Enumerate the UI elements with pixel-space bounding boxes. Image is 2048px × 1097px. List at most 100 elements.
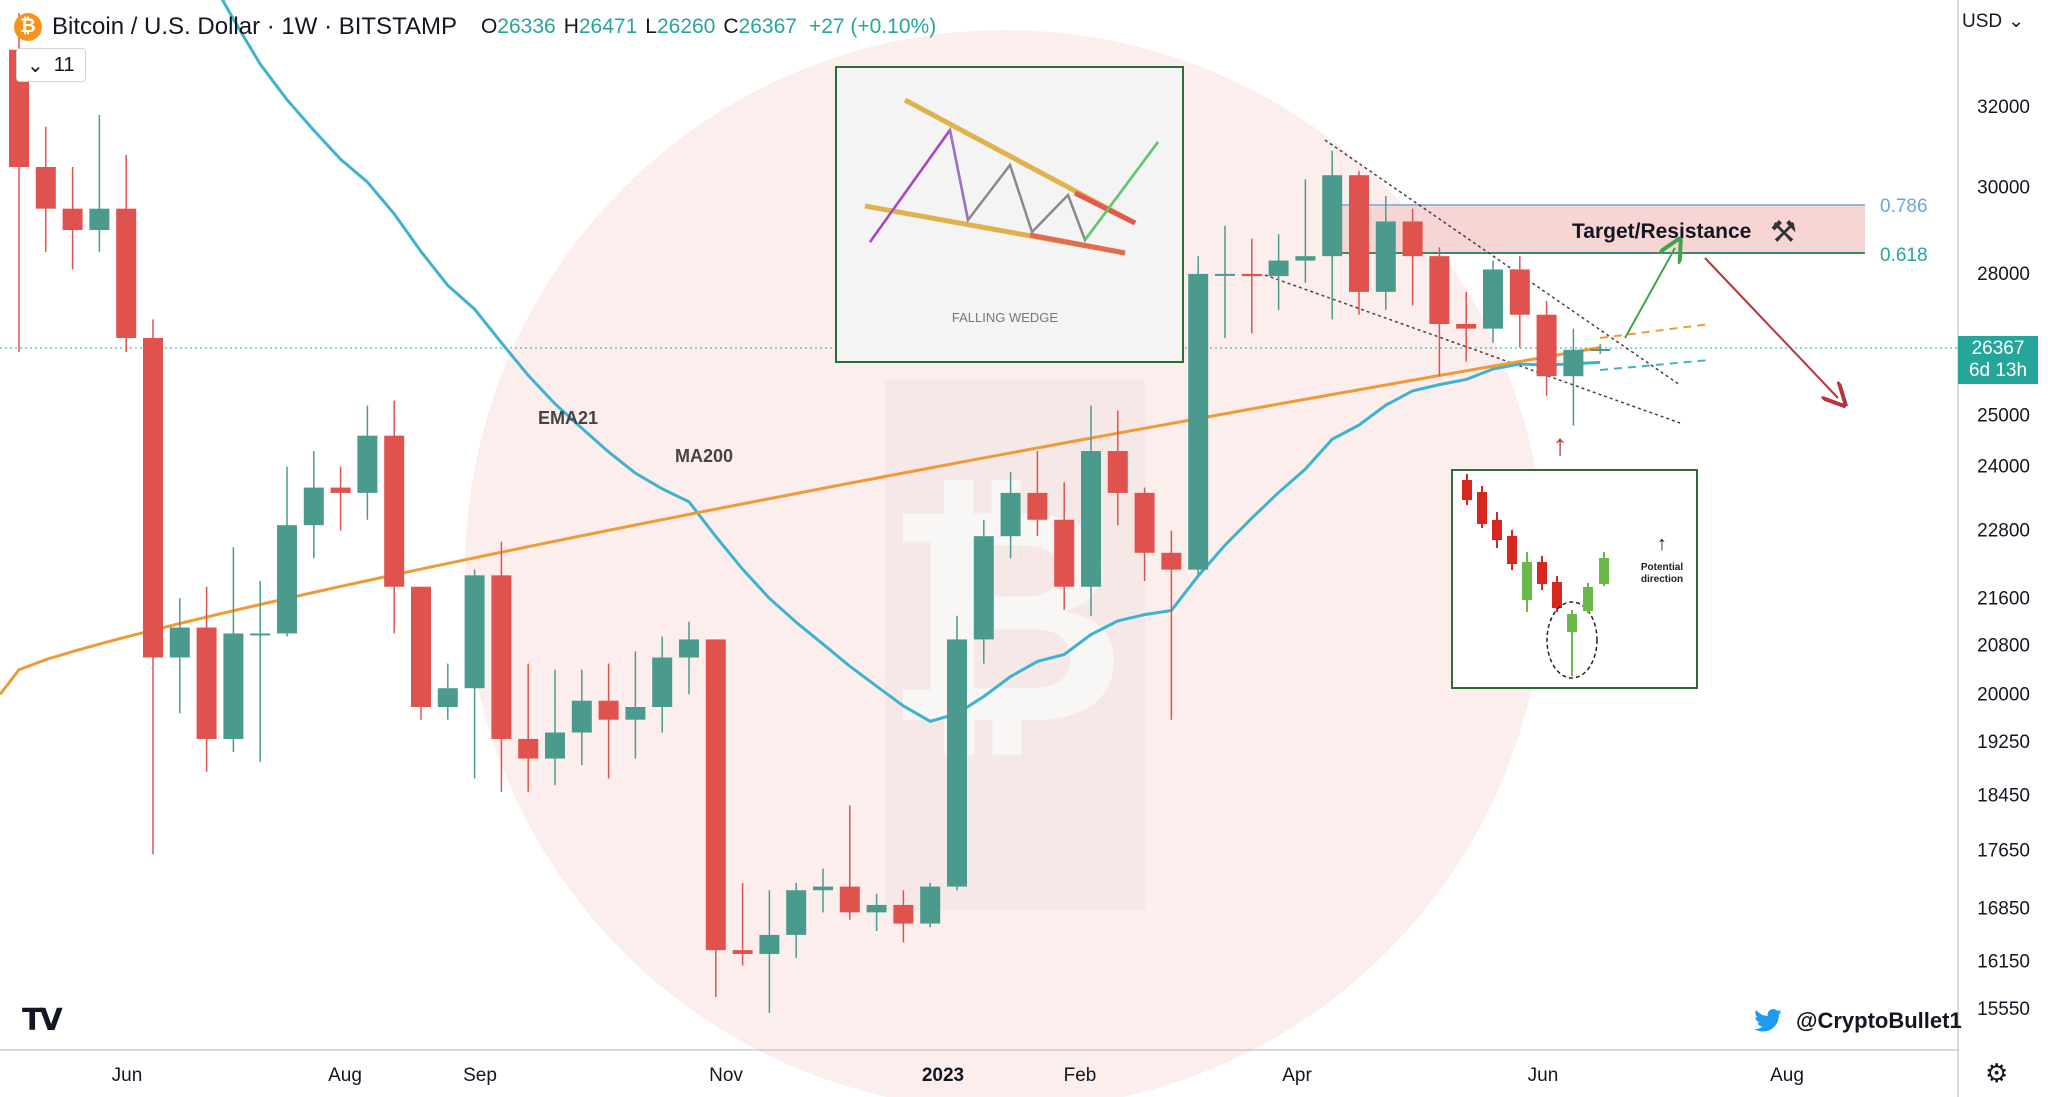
low-value: 26260 xyxy=(656,15,716,38)
candle[interactable] xyxy=(89,114,110,252)
price-axis-tick: 16850 xyxy=(1977,899,2030,920)
settings-gear-icon[interactable]: ⚙ xyxy=(1985,1058,2009,1088)
candle-body xyxy=(1509,269,1530,315)
candle-body xyxy=(384,435,405,587)
candle[interactable] xyxy=(357,405,378,520)
candle[interactable] xyxy=(169,598,190,714)
candle[interactable] xyxy=(464,569,485,779)
bar-countdown: 6d 13h xyxy=(1968,360,2028,381)
price-axis-tick: 24000 xyxy=(1977,457,2030,478)
candle[interactable] xyxy=(652,636,673,733)
candle[interactable] xyxy=(679,621,699,695)
candle[interactable] xyxy=(973,519,994,664)
candle[interactable] xyxy=(330,466,351,531)
candle[interactable] xyxy=(625,651,646,759)
candle[interactable] xyxy=(1054,482,1075,610)
candle[interactable] xyxy=(1483,260,1503,343)
candle[interactable] xyxy=(491,541,512,792)
candle-body xyxy=(1107,451,1128,493)
time-axis[interactable]: Jun Aug Sep Nov 2023 Feb Apr Jun Aug xyxy=(112,1065,1804,1086)
candle[interactable] xyxy=(116,154,137,353)
candle[interactable] xyxy=(143,319,163,855)
candle[interactable] xyxy=(518,663,539,792)
candle[interactable] xyxy=(947,615,967,891)
candle[interactable] xyxy=(1134,487,1155,582)
candle[interactable] xyxy=(1322,150,1343,320)
ma200-label: MA200 xyxy=(675,446,733,466)
candle-body xyxy=(759,934,780,954)
candle[interactable] xyxy=(62,167,83,270)
candle[interactable] xyxy=(1509,256,1530,348)
symbol-title[interactable]: Bitcoin / U.S. Dollar · 1W · BITSTAMP xyxy=(52,13,457,40)
candle-body xyxy=(169,627,190,658)
price-axis-tick: 30000 xyxy=(1977,178,2030,199)
candle[interactable] xyxy=(866,893,887,932)
candle-body xyxy=(947,639,967,887)
time-axis-tick: Feb xyxy=(1064,1065,1097,1086)
candle-body xyxy=(1241,273,1262,277)
candle[interactable] xyxy=(1402,208,1423,306)
candle-body xyxy=(1027,492,1048,520)
candle[interactable] xyxy=(250,581,271,762)
candle[interactable] xyxy=(196,586,217,772)
tradingview-logo[interactable]: TV xyxy=(22,1003,63,1038)
candle[interactable] xyxy=(732,882,753,966)
candle[interactable] xyxy=(1081,405,1101,616)
candle[interactable] xyxy=(1295,179,1316,283)
candle[interactable] xyxy=(35,126,56,252)
candle[interactable] xyxy=(437,663,458,720)
candle[interactable] xyxy=(1161,530,1182,720)
price-axis-tick: 16150 xyxy=(1977,952,2030,973)
twitter-bird-icon xyxy=(1754,1009,1782,1032)
candle[interactable] xyxy=(920,882,941,928)
watermark-bitcoin-logo: ₿ xyxy=(465,30,1545,1097)
candle[interactable] xyxy=(1456,291,1477,362)
candle-body xyxy=(437,688,458,708)
candle[interactable] xyxy=(759,890,780,1014)
candle[interactable] xyxy=(786,882,807,958)
candle[interactable] xyxy=(1590,344,1611,355)
indicators-toggle-button[interactable]: ⌄ 11 xyxy=(16,48,86,82)
candle[interactable] xyxy=(893,890,914,943)
currency-selector[interactable]: USD ⌄ xyxy=(1962,10,2024,33)
candle[interactable] xyxy=(1563,328,1584,426)
candle[interactable] xyxy=(571,669,592,766)
candle[interactable] xyxy=(1027,451,1048,537)
candle-body xyxy=(223,633,244,739)
candle[interactable] xyxy=(545,669,565,786)
candle-body xyxy=(196,627,217,739)
candle[interactable] xyxy=(303,451,324,559)
candle[interactable] xyxy=(1536,300,1557,396)
candle[interactable] xyxy=(1241,238,1262,334)
candle[interactable] xyxy=(1107,410,1128,526)
candle[interactable] xyxy=(1215,225,1235,339)
price-axis[interactable]: 32000 30000 28000 25000 24000 22800 21600 20800… xyxy=(1977,97,2030,1020)
candle[interactable] xyxy=(384,400,405,634)
last-price-value: 26367 xyxy=(1971,338,2025,359)
candle[interactable] xyxy=(277,466,297,637)
candle[interactable] xyxy=(411,586,431,720)
candle[interactable] xyxy=(813,868,833,913)
candle[interactable] xyxy=(1268,234,1289,311)
candle-body xyxy=(116,208,137,339)
candle[interactable] xyxy=(705,639,726,998)
candle[interactable] xyxy=(1349,171,1369,315)
candle[interactable] xyxy=(1429,247,1450,377)
price-axis-tick: 18450 xyxy=(1977,785,2030,806)
hammer-icon: ⚒ xyxy=(1770,216,1797,249)
fib-0618-label: 0.618 xyxy=(1880,245,1928,266)
candle[interactable] xyxy=(598,663,619,779)
time-axis-tick: Apr xyxy=(1282,1065,1312,1086)
price-axis-tick: 25000 xyxy=(1977,406,2030,427)
candle[interactable] xyxy=(223,547,244,752)
candle-body xyxy=(1322,175,1343,257)
up-arrow-path xyxy=(1624,248,1675,339)
candle[interactable] xyxy=(1000,471,1021,559)
candle[interactable] xyxy=(1375,196,1396,311)
candle-body xyxy=(1483,269,1503,329)
ema21-label: EMA21 xyxy=(538,408,598,428)
candle[interactable] xyxy=(1188,256,1209,576)
candle[interactable] xyxy=(839,805,860,920)
candle-body xyxy=(491,575,512,739)
